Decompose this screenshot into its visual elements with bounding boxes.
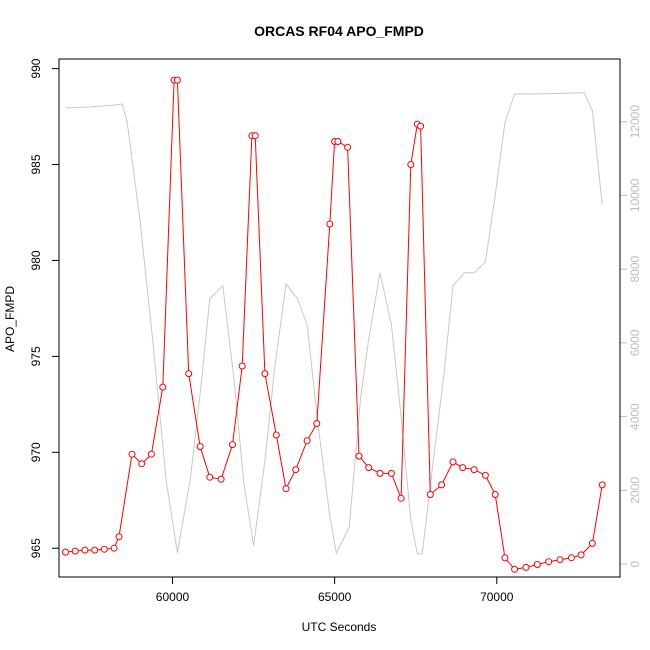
data-point	[261, 370, 269, 378]
data-point	[251, 132, 259, 140]
data-point	[481, 471, 489, 479]
data-point	[138, 460, 146, 468]
data-point	[272, 431, 280, 439]
data-point	[159, 383, 167, 391]
y2-tick-label: 12000	[628, 105, 642, 139]
series-red-line	[62, 76, 606, 573]
chart-title: ORCAS RF04 APO_FMPD	[254, 23, 424, 39]
data-point	[81, 546, 89, 554]
data-point	[292, 466, 300, 474]
data-point	[417, 122, 425, 130]
data-point	[71, 547, 79, 555]
y2-tick-label: 2000	[628, 477, 642, 504]
data-point	[397, 494, 405, 502]
y-tick-label: 965	[29, 538, 43, 558]
data-point	[303, 437, 311, 445]
y-axis-right: 0 2000 4000 6000 8000 10000 12000	[620, 105, 642, 567]
data-point	[556, 556, 564, 564]
data-point	[334, 138, 342, 145]
data-point	[147, 450, 155, 458]
y-axis-label: APO_FMPD	[3, 286, 17, 352]
x-axis: 60000 65000 70000	[156, 577, 514, 604]
data-point	[533, 561, 541, 568]
data-point	[326, 220, 334, 228]
data-point	[511, 565, 519, 573]
data-point	[217, 475, 225, 483]
data-point	[598, 481, 606, 489]
x-tick-label: 70000	[480, 590, 514, 604]
series-red-path	[65, 79, 603, 570]
data-point	[313, 420, 321, 427]
y2-tick-label: 10000	[628, 178, 642, 212]
data-point	[577, 551, 585, 559]
y2-tick-label: 4000	[628, 403, 642, 430]
data-point	[407, 161, 415, 168]
data-point	[588, 539, 596, 547]
data-point	[567, 554, 575, 562]
data-point	[449, 458, 457, 466]
y-tick-label: 970	[29, 442, 43, 462]
data-point	[545, 558, 553, 566]
series-gray-path	[65, 92, 603, 555]
y2-tick-label: 0	[628, 560, 642, 567]
data-point	[115, 533, 123, 541]
data-point	[173, 76, 181, 84]
data-point	[438, 481, 446, 489]
data-point	[62, 548, 69, 556]
y2-tick-label: 8000	[628, 255, 642, 282]
data-point	[100, 545, 108, 553]
data-point	[355, 452, 363, 460]
data-point	[91, 546, 99, 554]
data-point	[365, 464, 373, 472]
data-point	[426, 491, 434, 498]
data-point	[185, 370, 193, 378]
y-tick-label: 985	[29, 154, 43, 174]
data-point	[459, 464, 467, 472]
data-point	[344, 143, 352, 151]
y-tick-label: 990	[29, 58, 43, 78]
data-point	[229, 441, 236, 449]
data-point	[238, 362, 246, 370]
x-tick-label: 60000	[156, 590, 190, 604]
data-point	[491, 491, 499, 498]
y-axis-left: 965 970 975 980 985 990	[29, 58, 59, 558]
series-gray-line	[65, 92, 603, 555]
data-point	[501, 554, 509, 562]
data-point	[128, 450, 136, 458]
y2-tick-label: 6000	[628, 329, 642, 356]
data-point	[376, 469, 384, 477]
x-axis-label: UTC Seconds	[302, 620, 377, 634]
data-point	[196, 443, 204, 450]
data-point	[282, 485, 290, 493]
data-point	[470, 466, 478, 474]
data-point	[387, 469, 395, 477]
x-tick-label: 65000	[318, 590, 352, 604]
y-tick-label: 980	[29, 250, 43, 270]
data-point	[110, 544, 118, 552]
data-point	[206, 473, 214, 481]
plot-frame	[58, 58, 621, 578]
y-tick-label: 975	[29, 346, 43, 366]
data-point	[522, 563, 530, 571]
